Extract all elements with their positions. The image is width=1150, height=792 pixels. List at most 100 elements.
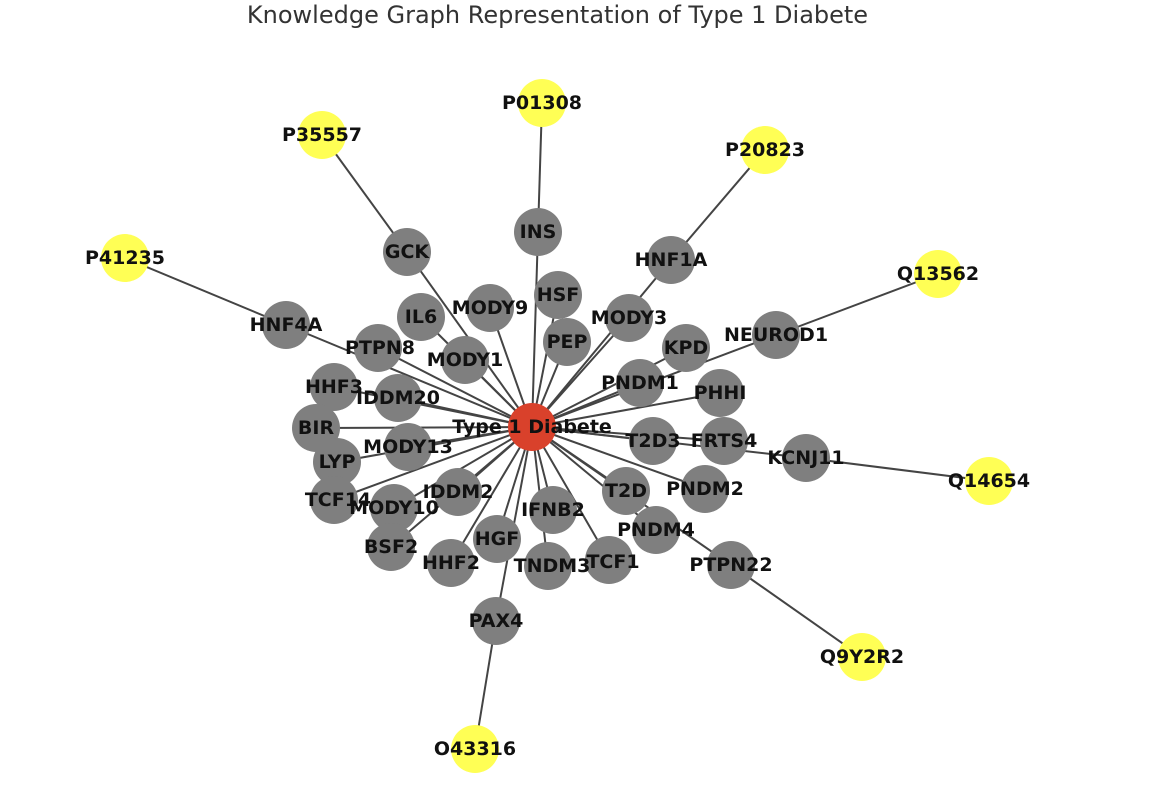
node-hhf3 xyxy=(310,363,358,411)
node-label-iddm20: IDDM20 xyxy=(356,387,440,409)
node-label-p35557: P35557 xyxy=(282,124,362,146)
graph-title: Knowledge Graph Representation of Type 1… xyxy=(246,1,869,29)
node-hsf xyxy=(534,271,582,319)
node-ptpn8 xyxy=(354,324,402,372)
node-label-t2d3: T2D3 xyxy=(625,430,680,452)
node-bsf2 xyxy=(367,523,415,571)
node-label-mody3: MODY3 xyxy=(591,307,667,329)
node-label-p41235: P41235 xyxy=(85,247,165,269)
node-tcf1 xyxy=(585,536,633,584)
node-hnf4a xyxy=(262,301,310,349)
edge-kcnj11-to-q14654 xyxy=(805,457,990,482)
node-label-ptpn22: PTPN22 xyxy=(689,554,772,576)
edge-hnf1a-to-p20823 xyxy=(670,149,766,261)
node-gck xyxy=(383,228,431,276)
node-label-pndm1: PNDM1 xyxy=(601,372,679,394)
edge-type-1-diabete-to-hnf4a xyxy=(285,324,533,428)
node-label-hhf3: HHF3 xyxy=(305,376,363,398)
node-label-hsf: HSF xyxy=(537,284,580,306)
edge-type-1-diabete-to-frts4 xyxy=(531,426,725,442)
edge-type-1-diabete-to-hnf1a xyxy=(531,259,672,428)
node-pep xyxy=(543,318,591,366)
node-label-q9y2r2: Q9Y2R2 xyxy=(820,646,904,668)
node-label-lyp: LYP xyxy=(319,451,356,473)
node-p20823 xyxy=(741,126,789,174)
node-label-o43316: O43316 xyxy=(434,738,516,760)
node-label-iddm2: IDDM2 xyxy=(423,481,494,503)
node-layer xyxy=(101,79,1013,773)
node-label-pax4: PAX4 xyxy=(469,610,524,632)
node-label-kcnj11: KCNJ11 xyxy=(767,447,844,469)
node-hhf2 xyxy=(427,539,475,587)
edge-type-1-diabete-to-pndm2 xyxy=(531,426,706,490)
node-mody13 xyxy=(384,423,432,471)
node-mody3 xyxy=(605,294,653,342)
edge-neurod1-to-q13562 xyxy=(775,273,939,336)
node-label-q13562: Q13562 xyxy=(897,263,979,285)
edge-type-1-diabete-to-mody10 xyxy=(393,426,533,509)
node-neurod1 xyxy=(752,311,800,359)
node-tndm3 xyxy=(524,542,572,590)
edge-hnf4a-to-p41235 xyxy=(124,257,287,326)
node-label-pep: PEP xyxy=(547,331,588,353)
edge-type-1-diabete-to-ptpn8 xyxy=(377,347,533,428)
node-pax4 xyxy=(472,597,520,645)
node-label-ptpn8: PTPN8 xyxy=(345,337,415,359)
node-mody10 xyxy=(370,484,418,532)
node-iddm2 xyxy=(434,468,482,516)
node-hnf1a xyxy=(647,236,695,284)
node-iddm20 xyxy=(374,374,422,422)
node-t2d3 xyxy=(629,417,677,465)
node-p41235 xyxy=(101,234,149,282)
node-ifnb2 xyxy=(529,486,577,534)
node-label-ins: INS xyxy=(520,221,557,243)
edge-type-1-diabete-to-tcf14 xyxy=(333,426,533,501)
node-lyp xyxy=(313,438,361,486)
edge-ptpn22-to-q9y2r2 xyxy=(730,564,863,658)
node-p35557 xyxy=(298,111,346,159)
node-label-p01308: P01308 xyxy=(502,92,582,114)
node-il6 xyxy=(397,293,445,341)
node-label-frts4: FRTS4 xyxy=(691,430,758,452)
node-label-hhf2: HHF2 xyxy=(422,552,480,574)
node-label-hgf: HGF xyxy=(475,528,519,550)
edge-type-1-diabete-to-tcf1 xyxy=(531,426,610,561)
edge-gck-to-p35557 xyxy=(321,134,408,253)
node-label-gck: GCK xyxy=(385,241,431,263)
node-label-tcf14: TCF14 xyxy=(305,489,371,511)
node-phhi xyxy=(696,369,744,417)
node-type-1-diabete xyxy=(508,403,556,451)
node-q13562 xyxy=(914,250,962,298)
node-q9y2r2 xyxy=(838,633,886,681)
node-label-pndm2: PNDM2 xyxy=(666,478,744,500)
node-label-ifnb2: IFNB2 xyxy=(521,499,585,521)
node-label-q14654: Q14654 xyxy=(948,470,1030,492)
node-label-tndm3: TNDM3 xyxy=(514,555,591,577)
node-label-mody10: MODY10 xyxy=(349,497,439,519)
node-o43316 xyxy=(451,725,499,773)
node-kcnj11 xyxy=(782,434,830,482)
node-label-bir: BIR xyxy=(298,417,335,439)
edge-type-1-diabete-to-lyp xyxy=(336,426,533,463)
node-ins xyxy=(514,208,562,256)
node-label-mody9: MODY9 xyxy=(452,297,528,319)
node-label-hnf4a: HNF4A xyxy=(250,314,323,336)
node-tcf14 xyxy=(310,476,358,524)
node-pndm1 xyxy=(616,359,664,407)
node-label-kpd: KPD xyxy=(664,337,708,359)
node-mody9 xyxy=(466,284,514,332)
node-ptpn22 xyxy=(707,541,755,589)
node-label-p20823: P20823 xyxy=(725,139,805,161)
node-kpd xyxy=(662,324,710,372)
node-label-phhi: PHHI xyxy=(694,382,747,404)
node-pndm4 xyxy=(632,506,680,554)
edge-type-1-diabete-to-phhi xyxy=(531,392,721,428)
label-layer: Type 1 Diabete INS GCK HNF1A HNF4A NEUROD1 KCN… xyxy=(85,92,1030,760)
node-mody1 xyxy=(441,336,489,384)
edge-type-1-diabete-to-ins xyxy=(531,231,539,428)
edge-type-1-diabete-to-hhf2 xyxy=(450,426,533,564)
node-t2d xyxy=(602,467,650,515)
node-label-hnf1a: HNF1A xyxy=(635,249,708,271)
node-p01308 xyxy=(518,79,566,127)
